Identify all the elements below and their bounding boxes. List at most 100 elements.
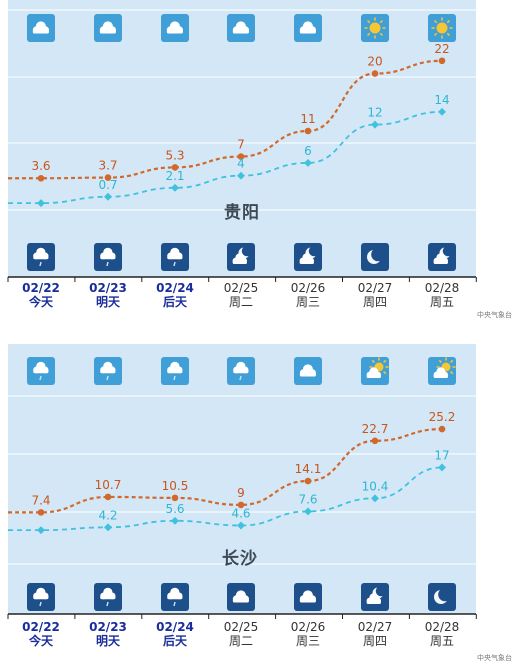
cloud-icon [294, 583, 322, 611]
forecast-chart-svg: 3.6 3.7 5.3 7 11 20 22 0.7 2.1 4 6 12 14 [7, 0, 477, 282]
moon-icon [428, 583, 456, 611]
moon-cloud-icon [227, 243, 255, 271]
weekday-text: 周三 [295, 634, 320, 648]
data-point-high [104, 174, 112, 181]
data-point-high [371, 437, 379, 445]
weekday-text: 周二 [228, 634, 253, 648]
cloud-rain-icon [27, 357, 55, 385]
date-label: 02/26 周三 [276, 281, 340, 309]
cloud-rain-icon [94, 583, 122, 611]
date-label: 02/28 周五 [410, 281, 474, 309]
data-label-high: 22 [434, 42, 449, 56]
data-label-high: 7.4 [31, 493, 50, 507]
sun-icon [361, 14, 389, 42]
data-point-low [104, 192, 112, 201]
data-point-low [171, 183, 179, 192]
date-label: 02/25 周二 [209, 620, 273, 648]
sun-cloud-icon [428, 357, 456, 385]
data-point-high [438, 425, 446, 433]
data-point-high [171, 494, 179, 502]
moon-cloud-icon [361, 583, 389, 611]
city-label: 贵阳 [224, 203, 260, 223]
weekday-text: 后天 [162, 295, 187, 309]
series-line-low [8, 110, 443, 205]
data-point-low [104, 523, 112, 532]
date-text: 02/26 [290, 620, 326, 634]
data-label-low: 7.6 [298, 492, 317, 506]
moon-cloud-icon [294, 243, 322, 271]
data-label-low: 17 [434, 448, 449, 462]
data-label-low: 2.1 [165, 169, 184, 183]
data-point-high [438, 57, 446, 65]
series-line-high [7, 59, 443, 180]
plot-background [8, 344, 476, 614]
sun-cloud-icon [361, 357, 389, 385]
data-label-high: 10.5 [162, 479, 189, 493]
data-label-low: 6 [304, 144, 312, 158]
source-label: 中央气象台 [477, 654, 512, 662]
data-label-high: 7 [237, 138, 245, 152]
weekday-text: 周四 [362, 634, 387, 648]
date-text: 02/24 [156, 281, 194, 295]
date-label: 02/22 今天 [9, 620, 73, 648]
data-label-low: 14 [434, 93, 449, 107]
weekday-text: 后天 [162, 634, 187, 648]
cloud-icon [161, 14, 189, 42]
data-point-high [37, 174, 45, 182]
data-point-high [237, 501, 245, 509]
data-label-high: 3.6 [31, 159, 50, 173]
date-label: 02/27 周四 [343, 281, 407, 309]
data-label-high: 14.1 [295, 462, 322, 476]
weather-chart-guiyang: 3.6 3.7 5.3 7 11 20 22 0.7 2.1 4 6 12 14 贵阳 中央气象台 02… [0, 0, 530, 322]
source-label: 中央气象台 [477, 311, 512, 319]
weekday-text: 明天 [95, 634, 120, 648]
data-point-low [438, 463, 446, 472]
data-point-high [171, 164, 179, 171]
cloud-rain-icon [27, 243, 55, 271]
data-label-high: 25.2 [429, 410, 456, 424]
date-label: 02/24 后天 [143, 620, 207, 648]
data-label-high: 20 [367, 55, 382, 69]
weekday-text: 今天 [28, 295, 53, 309]
date-label: 02/24 后天 [143, 281, 207, 309]
forecast-chart-svg: 7.4 10.7 10.5 9 14.1 22.7 25.2 4.2 5.6 4.6 7.6 10.4… [7, 344, 477, 619]
data-point-high [304, 127, 312, 135]
data-label-high: 11 [300, 112, 315, 126]
data-label-high: 5.3 [165, 148, 184, 162]
date-label: 02/22 今天 [9, 281, 73, 309]
date-label: 02/27 周四 [343, 620, 407, 648]
data-label-low: 4 [237, 157, 245, 171]
date-label: 02/23 明天 [76, 281, 140, 309]
date-text: 02/28 [424, 281, 460, 295]
date-label: 02/23 明天 [76, 620, 140, 648]
data-point-high [37, 509, 45, 516]
weekday-text: 周三 [295, 295, 320, 309]
cloud-icon [227, 583, 255, 611]
cloud-rain-icon [161, 357, 189, 385]
date-text: 02/22 [22, 281, 60, 295]
data-point-low [304, 158, 312, 167]
data-label-high: 10.7 [95, 478, 122, 492]
cloud-icon [227, 14, 255, 42]
data-label-low: 5.6 [165, 502, 184, 516]
date-text: 02/26 [290, 281, 326, 295]
data-point-low [37, 199, 45, 208]
moon-icon [361, 243, 389, 271]
series-line-high [8, 428, 443, 514]
data-point-high [104, 493, 112, 501]
data-label-low: 4.2 [98, 508, 117, 522]
data-label-low: 10.4 [362, 479, 389, 493]
date-text: 02/22 [22, 620, 60, 634]
plot-background [8, 0, 476, 277]
cloud-rain-icon [27, 583, 55, 611]
weekday-text: 明天 [95, 295, 120, 309]
date-label: 02/28 周五 [410, 620, 474, 648]
sun-icon [428, 14, 456, 42]
data-label-high: 9 [237, 486, 245, 500]
moon-cloud-icon [428, 243, 456, 271]
data-point-low [171, 516, 179, 525]
date-text: 02/28 [424, 620, 460, 634]
cloud-rain-icon [94, 357, 122, 385]
weekday-text: 周二 [228, 295, 253, 309]
weekday-text: 今天 [28, 634, 53, 648]
